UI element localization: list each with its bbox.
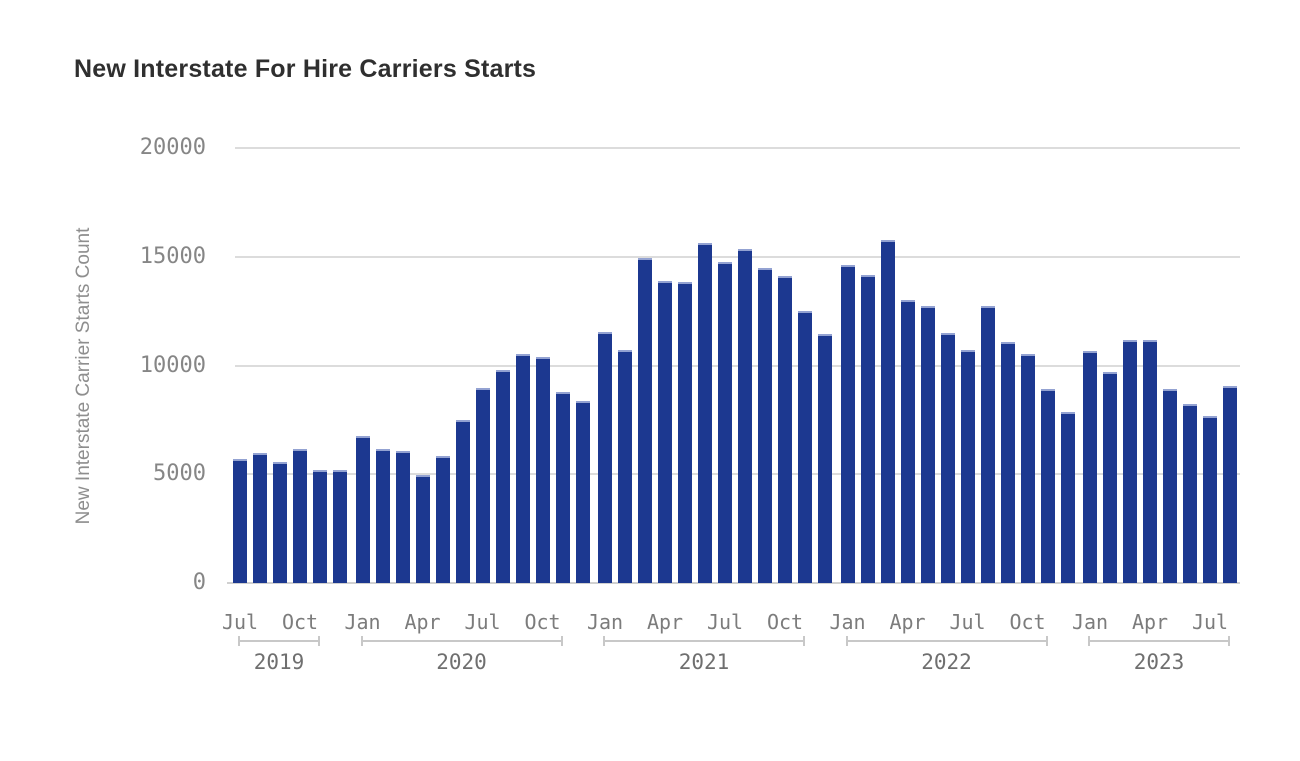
x-tick-label-oct-2022: Oct bbox=[1009, 610, 1046, 634]
bar-2021-jun[interactable] bbox=[698, 242, 712, 583]
bar-2023-jan[interactable] bbox=[1083, 351, 1097, 583]
x-tick-label-jul-2021: Jul bbox=[706, 610, 744, 634]
bar-2020-oct[interactable] bbox=[535, 356, 550, 583]
bar-2020-nov[interactable] bbox=[555, 391, 570, 583]
bar-2019-oct[interactable] bbox=[293, 449, 307, 583]
bar-2019-dec[interactable] bbox=[333, 469, 347, 583]
y-tick-label-5000: 5000 bbox=[153, 461, 206, 487]
bar-2022-apr[interactable] bbox=[900, 300, 915, 583]
bar-2023-may[interactable] bbox=[1163, 389, 1177, 583]
bar-2021-sep[interactable] bbox=[758, 267, 772, 583]
bar-2022-jul[interactable] bbox=[960, 350, 975, 583]
bar-2021-jan[interactable] bbox=[598, 331, 612, 583]
bar-2022-nov[interactable] bbox=[1040, 389, 1055, 583]
year-label-2019: 2019 bbox=[253, 650, 305, 674]
bar-2019-aug[interactable] bbox=[253, 452, 267, 583]
bracket-tick-left-2021 bbox=[603, 636, 605, 646]
bar-2020-aug[interactable] bbox=[495, 369, 510, 583]
bar-2021-may[interactable] bbox=[678, 281, 692, 583]
year-bracket-2019 bbox=[238, 636, 320, 646]
bar-2021-oct[interactable] bbox=[778, 276, 792, 583]
bar-2020-sep[interactable] bbox=[515, 353, 530, 583]
x-tick-label-jan-2021: Jan bbox=[586, 610, 624, 634]
bracket-tick-right-2020 bbox=[560, 636, 563, 646]
x-tick-label-jan-2023: Jan bbox=[1071, 610, 1109, 634]
bar-2021-dec[interactable] bbox=[818, 333, 832, 583]
bracket-tick-left-2022 bbox=[845, 636, 848, 646]
gridline-15000 bbox=[235, 255, 1240, 258]
bar-2021-mar[interactable] bbox=[638, 257, 652, 583]
x-tick-label-apr-2021: Apr bbox=[646, 610, 684, 634]
y-tick-label-10000: 10000 bbox=[139, 352, 206, 378]
bar-2023-mar[interactable] bbox=[1123, 340, 1137, 583]
gridline-5000 bbox=[235, 473, 1240, 476]
year-bracket-2020 bbox=[360, 636, 563, 646]
x-tick-label-apr-2023: Apr bbox=[1131, 610, 1169, 634]
bar-2019-nov[interactable] bbox=[313, 469, 327, 583]
bracket-tick-left-2019 bbox=[238, 636, 240, 646]
x-tick-label-oct-2019: Oct bbox=[281, 610, 319, 634]
year-label-2020: 2020 bbox=[436, 650, 487, 674]
bar-2021-apr[interactable] bbox=[658, 280, 672, 583]
bracket-tick-left-2023 bbox=[1088, 636, 1090, 646]
bar-2022-jun[interactable] bbox=[940, 332, 955, 583]
gridline-20000 bbox=[235, 147, 1240, 149]
gridline-10000 bbox=[235, 364, 1240, 367]
x-tick-label-jan-2020: Jan bbox=[344, 610, 381, 634]
bar-2020-dec[interactable] bbox=[575, 401, 590, 583]
year-bracket-2023 bbox=[1088, 636, 1230, 646]
bar-2022-jan[interactable] bbox=[840, 265, 855, 583]
bar-2019-jul[interactable] bbox=[233, 459, 247, 583]
x-tick-label-apr-2020: Apr bbox=[404, 610, 441, 634]
x-tick-label-jul-2020: Jul bbox=[464, 610, 501, 634]
bar-2022-feb[interactable] bbox=[860, 275, 875, 583]
x-tick-label-oct-2020: Oct bbox=[524, 610, 561, 634]
bracket-tick-right-2021 bbox=[803, 636, 805, 646]
year-label-2023: 2023 bbox=[1133, 650, 1185, 674]
bar-2023-feb[interactable] bbox=[1103, 372, 1117, 583]
bar-2021-nov[interactable] bbox=[798, 311, 812, 583]
bar-2023-jul[interactable] bbox=[1203, 415, 1217, 583]
bar-2020-jul[interactable] bbox=[475, 388, 490, 583]
bar-2020-apr[interactable] bbox=[415, 475, 430, 583]
bracket-tick-right-2019 bbox=[318, 636, 320, 646]
bar-2019-sep[interactable] bbox=[273, 462, 287, 583]
x-tick-label-apr-2022: Apr bbox=[889, 610, 926, 634]
year-label-2022: 2022 bbox=[921, 650, 972, 674]
x-tick-label-oct-2021: Oct bbox=[766, 610, 804, 634]
page-title: New Interstate For Hire Carriers Starts bbox=[74, 55, 537, 83]
x-axis-baseline bbox=[227, 582, 1240, 584]
bracket-tick-right-2022 bbox=[1045, 636, 1048, 646]
bracket-tick-right-2023 bbox=[1228, 636, 1230, 646]
bar-2020-feb[interactable] bbox=[375, 449, 390, 583]
bar-2020-may[interactable] bbox=[435, 455, 450, 583]
year-bracket-2021 bbox=[603, 636, 805, 646]
bar-2023-apr[interactable] bbox=[1143, 340, 1157, 583]
bar-2021-aug[interactable] bbox=[738, 249, 752, 583]
bar-2020-mar[interactable] bbox=[395, 451, 410, 583]
x-tick-label-jul-2022: Jul bbox=[949, 610, 986, 634]
y-tick-label-15000: 15000 bbox=[139, 243, 206, 269]
x-tick-label-jul-2023: Jul bbox=[1191, 610, 1229, 634]
bar-2023-jun[interactable] bbox=[1183, 403, 1197, 583]
x-tick-label-jan-2022: Jan bbox=[829, 610, 866, 634]
bar-2022-may[interactable] bbox=[920, 305, 935, 583]
bar-2022-mar[interactable] bbox=[880, 240, 895, 583]
bar-2023-aug[interactable] bbox=[1223, 386, 1237, 583]
bracket-tick-left-2020 bbox=[360, 636, 363, 646]
y-tick-label-0: 0 bbox=[192, 570, 206, 595]
year-bracket-2022 bbox=[845, 636, 1048, 646]
bar-2020-jan[interactable] bbox=[355, 436, 370, 583]
year-label-2021: 2021 bbox=[678, 650, 730, 674]
bar-2020-jun[interactable] bbox=[455, 419, 470, 583]
bar-2022-dec[interactable] bbox=[1060, 412, 1075, 583]
bar-2022-sep[interactable] bbox=[1000, 341, 1015, 583]
y-tick-label-20000: 20000 bbox=[139, 135, 206, 160]
bar-2022-oct[interactable] bbox=[1020, 353, 1035, 583]
bar-2022-aug[interactable] bbox=[980, 305, 995, 583]
bar-2021-jul[interactable] bbox=[718, 262, 732, 583]
x-tick-label-jul-2019: Jul bbox=[221, 610, 259, 634]
bar-2021-feb[interactable] bbox=[618, 350, 632, 583]
